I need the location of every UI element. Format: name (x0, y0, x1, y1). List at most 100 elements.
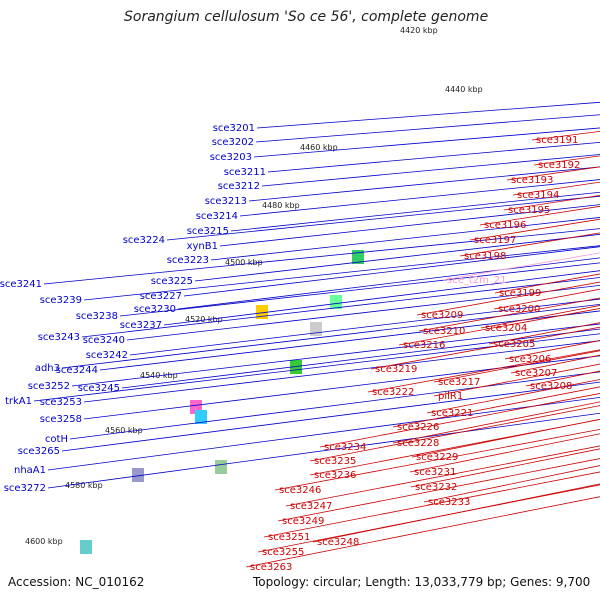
right-gene-label: sce3226 (397, 422, 439, 433)
right-gene-label: sce3191 (536, 135, 578, 146)
right-gene-label: sce3204 (485, 323, 527, 334)
ruler-label: 4560 kbp (105, 426, 143, 435)
left-leader (255, 114, 600, 143)
right-gene-label: sce3228 (397, 438, 439, 449)
right-gene-label: sce3205 (493, 339, 535, 350)
left-leader (83, 340, 600, 403)
left-leader (119, 262, 600, 317)
left-leader (83, 245, 600, 301)
left-gene-label: adh3 (35, 363, 60, 374)
right-gene-label: sce3194 (517, 190, 559, 201)
left-leader (71, 323, 600, 387)
left-leader (219, 204, 600, 247)
right-gene-label: sce3192 (538, 160, 580, 171)
left-gene-label: sce3240 (83, 335, 125, 346)
right-gene-label: sce3196 (484, 220, 526, 231)
left-gene-label: sce3245 (78, 383, 120, 394)
left-gene-label: sce3253 (40, 397, 82, 408)
left-gene-label: sce3224 (123, 235, 165, 246)
right-gene-label: sce3249 (282, 516, 324, 527)
left-leader (69, 371, 600, 440)
left-leader (183, 246, 600, 297)
left-gene-label: sce3203 (210, 152, 252, 163)
left-gene-label: sce3213 (205, 196, 247, 207)
left-leader (47, 412, 600, 489)
right-leader (510, 354, 600, 374)
right-gene-label: sce3195 (508, 205, 550, 216)
accession-text: Accession: NC_010162 (8, 575, 145, 589)
right-gene-label: sce3234 (324, 442, 366, 453)
left-gene-label: sce3201 (213, 123, 255, 134)
left-gene-label: nhaA1 (14, 465, 46, 476)
ruler-label: 4440 kbp (445, 85, 483, 94)
right-gene-label: sce3248 (317, 537, 359, 548)
right-gene-label: sce3251 (268, 532, 310, 543)
right-gene-label: sce3229 (416, 452, 458, 463)
left-leader (129, 298, 600, 356)
topology-text: Topology: circular; Length: 13,033,779 b… (253, 575, 591, 589)
left-leader (163, 270, 600, 326)
right-leader (370, 326, 600, 370)
left-gene-label: sce3272 (4, 483, 46, 494)
map-title: Sorangium cellulosum 'So ce 56', complet… (124, 9, 489, 25)
right-gene-label: sce3236 (314, 470, 356, 481)
left-leader (253, 127, 600, 158)
right-gene-label: sce3221 (431, 408, 473, 419)
left-gene-label: sce3265 (18, 446, 60, 457)
right-gene-label: sce3209 (421, 310, 463, 321)
left-gene-label: sce3244 (56, 365, 98, 376)
right-gene-label: sce3235 (314, 456, 356, 467)
right-gene-label: sce3231 (414, 467, 456, 478)
ruler-label: 4600 kbp (25, 537, 63, 546)
left-leader (126, 284, 600, 341)
left-gene-label: sce3258 (40, 414, 82, 425)
right-leader (392, 386, 600, 428)
left-gene-label: sce3241 (0, 279, 42, 290)
right-leader (506, 166, 600, 181)
left-leader (43, 228, 600, 285)
right-gene-label: sce3200 (498, 304, 540, 315)
right-gene-label: sce3246 (279, 485, 321, 496)
domain-block (256, 305, 268, 319)
left-gene-label: sce3227 (140, 291, 182, 302)
right-gene-label: sce3222 (372, 387, 414, 398)
domain-block (132, 468, 144, 482)
right-leader (494, 273, 600, 294)
left-leader (33, 333, 600, 402)
left-leader (166, 195, 600, 241)
right-leader (493, 288, 600, 310)
domain-block (352, 250, 364, 264)
right-leader (416, 281, 600, 316)
left-gene-label: sce3223 (167, 255, 209, 266)
left-gene-label: sce3225 (151, 276, 193, 287)
ruler-label: 4580 kbp (65, 481, 103, 490)
left-gene-label: sce3238 (76, 311, 118, 322)
left-leader (61, 303, 600, 369)
right-gene-label: sce3216 (403, 340, 445, 351)
right-gene-label: sce3247 (290, 501, 332, 512)
right-gene-label: sce3219 (375, 364, 417, 375)
right-gene-label: sce3193 (511, 175, 553, 186)
left-gene-label: sce3243 (38, 332, 80, 343)
right-gene-label: sce3198 (464, 251, 506, 262)
right-gene-label: sce3263 (250, 562, 292, 573)
left-gene-label: sce3211 (224, 167, 266, 178)
ruler-label: 4420 kbp (400, 26, 438, 35)
left-gene-label: sce3212 (218, 181, 260, 192)
domain-block (80, 540, 92, 554)
left-leader (194, 233, 600, 282)
right-gene-label: sce3206 (509, 354, 551, 365)
left-leader (210, 217, 600, 261)
left-leader (47, 396, 600, 471)
left-gene-label: sce3237 (120, 320, 162, 331)
domain-block (310, 322, 322, 336)
right-gene-label: sce3233 (428, 497, 470, 508)
left-gene-label: sce3239 (40, 295, 82, 306)
right-gene-label: sce3232 (415, 482, 457, 493)
left-gene-label: cotH (45, 434, 68, 445)
right-gene-label: sce_t2m_21 (447, 275, 507, 286)
left-gene-label: sce3214 (196, 211, 238, 222)
right-gene-label: sce3199 (499, 288, 541, 299)
